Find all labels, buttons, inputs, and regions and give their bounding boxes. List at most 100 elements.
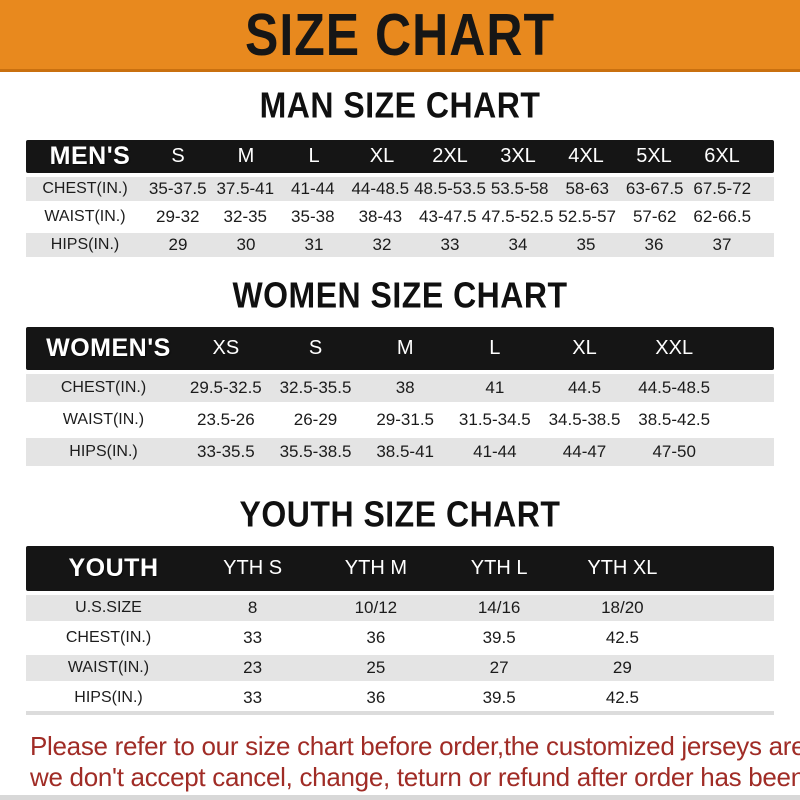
size-column-header: 5XL	[636, 145, 672, 167]
size-cell: 58-63	[565, 179, 609, 198]
size-cell: 31.5-34.5	[458, 410, 531, 429]
size-cell: 34	[508, 235, 528, 254]
table-row: WAIST(IN.) 23 25 27 29	[26, 655, 774, 681]
size-cell: 37	[712, 235, 732, 254]
youth-section-title: YOUTH SIZE CHART	[239, 493, 561, 535]
size-cell: 29-31.5	[376, 410, 435, 429]
size-cell: 35-37.5	[148, 179, 207, 198]
size-cell: 63-67.5	[625, 179, 684, 198]
size-cell: 10/12	[354, 598, 398, 617]
table-header-bar: WOMEN'S XS S M L XL XXL	[26, 327, 774, 370]
size-column-header: L	[308, 145, 320, 167]
size-column-header: YTH XL	[587, 557, 658, 579]
table-row: CHEST(IN.) 33 36 39.5 42.5	[26, 625, 774, 651]
size-cell: 44.5-48.5	[638, 378, 711, 397]
size-cell: 33	[243, 688, 263, 707]
row-label: HIPS(IN.)	[69, 443, 138, 460]
size-cell: 39.5	[482, 628, 516, 647]
size-cell: 57-62	[632, 207, 677, 226]
size-column-header: XL	[369, 145, 395, 167]
size-column-header: M	[396, 337, 414, 359]
table-group-label: WOMEN'S	[46, 334, 171, 362]
size-column-header: YTH M	[344, 557, 407, 579]
size-column-header: XXL	[655, 337, 694, 359]
size-cell: 29.5-32.5	[189, 378, 262, 397]
bottom-gray-strip	[0, 795, 800, 800]
size-cell: 47-50	[652, 442, 696, 461]
size-cell: 38	[395, 378, 415, 397]
size-column-header: S	[171, 145, 185, 167]
orange-banner: SIZE CHART	[0, 0, 800, 72]
size-column-header: XL	[572, 337, 597, 359]
size-cell: 62-66.5	[693, 207, 752, 226]
disclaimer-line-2: we don't accept cancel, change, teturn o…	[30, 762, 800, 793]
table-row: HIPS(IN.) 33-35.5 35.5-38.5 38.5-41 41-44 44-…	[26, 438, 774, 466]
size-cell: 35.5-38.5	[279, 442, 352, 461]
size-cell: 30	[236, 235, 256, 254]
size-column-header: S	[308, 337, 323, 359]
disclaimer-line-1: Please refer to our size chart before or…	[30, 731, 800, 761]
size-cell: 14/16	[477, 598, 521, 617]
table-row: WAIST(IN.) 23.5-26 26-29 29-31.5 31.5-34.5 34…	[26, 406, 774, 434]
size-cell: 36	[366, 628, 386, 647]
size-cell: 32	[372, 235, 392, 254]
size-column-header: 3XL	[500, 145, 536, 167]
size-column-header: 4XL	[568, 145, 604, 167]
size-cell: 33	[243, 628, 263, 647]
size-cell: 41-44	[291, 179, 335, 198]
size-cell: 29	[168, 235, 188, 254]
size-cell: 38.5-41	[376, 442, 435, 461]
women-size-table: WOMEN'S XS S M L XL XXL CHEST(IN.) 29.5-32.5 32.5…	[26, 327, 774, 466]
row-label: CHEST(IN.)	[60, 379, 147, 396]
youth-size-table: YOUTH YTH S YTH M YTH L YTH XL U.S.SIZE 8 10/12…	[26, 546, 774, 715]
size-column-header: YTH S	[223, 557, 283, 579]
men-size-table: MEN'S S M L XL 2XL 3XL 4XL 5XL 6XL CHEST(IN.) 35-37…	[26, 140, 774, 257]
size-cell: 25	[366, 658, 386, 677]
size-cell: 33-35.5	[197, 442, 255, 461]
size-column-header: 6XL	[704, 145, 740, 167]
size-cell: 23	[243, 658, 263, 677]
size-cell: 27	[489, 658, 509, 677]
table-row: CHEST(IN.) 29.5-32.5 32.5-35.5 38 41 44.5 44.5…	[26, 374, 774, 402]
size-column-header: L	[489, 337, 501, 359]
table-header-bar: YOUTH YTH S YTH M YTH L YTH XL	[26, 546, 774, 591]
size-cell: 44.5	[567, 378, 602, 397]
row-label: CHEST(IN.)	[65, 629, 152, 646]
size-cell: 35	[576, 235, 596, 254]
row-label: WAIST(IN.)	[44, 208, 126, 225]
size-cell: 29-32	[156, 207, 200, 226]
size-cell: 35-38	[291, 207, 335, 226]
size-cell: 36	[366, 688, 386, 707]
size-cell: 42.5	[605, 688, 639, 707]
page-title: SIZE CHART	[245, 1, 555, 68]
size-column-header: XS	[212, 337, 240, 359]
size-cell: 41	[485, 378, 505, 397]
size-cell: 26-29	[293, 410, 338, 429]
row-label: WAIST(IN.)	[67, 659, 150, 676]
man-section-title: MAN SIZE CHART	[259, 84, 541, 126]
size-cell: 33	[440, 235, 460, 254]
size-cell: 43-47.5	[418, 207, 477, 226]
size-cell: 18/20	[601, 598, 644, 617]
table-group-label: YOUTH	[68, 554, 159, 582]
size-cell: 52.5-57	[558, 207, 617, 226]
size-cell: 36	[644, 235, 664, 254]
row-label: CHEST(IN.)	[42, 180, 128, 197]
row-label: HIPS(IN.)	[50, 236, 120, 253]
size-cell: 47.5-52.5	[481, 207, 554, 226]
size-cell: 53.5-58	[490, 179, 549, 198]
size-cell: 32-35	[223, 207, 268, 226]
size-cell: 32.5-35.5	[279, 378, 352, 397]
table-row: CHEST(IN.) 35-37.5 37.5-41 41-44 44-48.5 48.5…	[26, 177, 774, 201]
table-row: WAIST(IN.) 29-32 32-35 35-38 38-43 43-47.5 47.…	[26, 205, 774, 229]
size-cell: 29	[612, 658, 632, 677]
size-cell: 44-47	[562, 442, 607, 461]
size-cell: 41-44	[473, 442, 517, 461]
size-cell: 44-48.5	[351, 179, 410, 198]
table-row: HIPS(IN.) 33 36 39.5 42.5	[26, 685, 774, 711]
size-column-header: 2XL	[432, 145, 468, 167]
size-cell: 38.5-42.5	[638, 410, 711, 429]
table-group-label: MEN'S	[49, 142, 131, 170]
size-cell: 37.5-41	[216, 179, 275, 198]
size-cell: 31	[304, 235, 324, 254]
